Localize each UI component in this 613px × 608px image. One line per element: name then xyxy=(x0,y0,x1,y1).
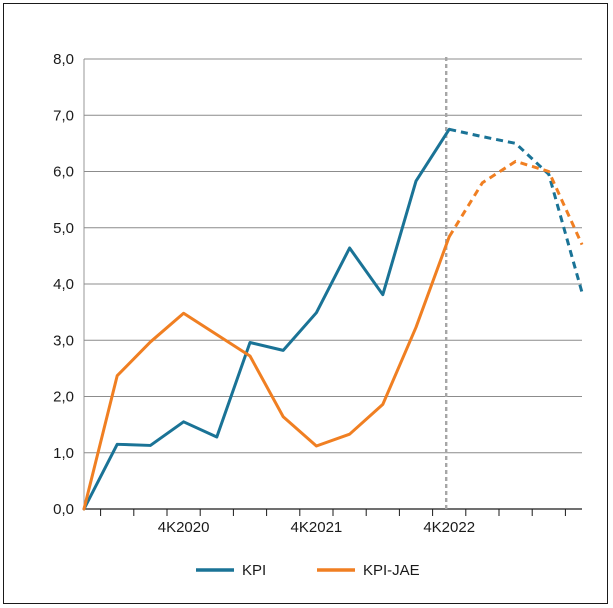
series-forecast-kpi xyxy=(448,127,584,293)
chart-frame xyxy=(3,3,608,604)
y-tick-label: 3,0 xyxy=(53,332,74,349)
y-axis-labels: 0,0 1,0 2,0 3,0 4,0 5,0 6,0 7,0 8,0 xyxy=(53,51,74,518)
y-tick-label: 5,0 xyxy=(53,220,74,237)
y-tick-label: 8,0 xyxy=(53,51,74,68)
series-lines xyxy=(82,127,584,511)
y-tick-label: 0,0 xyxy=(53,501,74,518)
legend: KPI KPI-JAE xyxy=(196,562,420,579)
x-axis-labels: 4K2020 4K2021 4K2022 xyxy=(158,519,475,536)
y-tick-label: 2,0 xyxy=(53,389,74,406)
x-tick-label: 4K2020 xyxy=(158,519,210,536)
legend-label: KPI xyxy=(242,562,266,579)
series-line-kpi-jae xyxy=(82,235,451,511)
x-axis-ticks xyxy=(100,509,566,516)
y-tick-label: 6,0 xyxy=(53,164,74,181)
y-tick-label: 4,0 xyxy=(53,276,74,293)
x-tick-label: 4K2022 xyxy=(423,519,475,536)
series-line-kpi xyxy=(82,127,451,511)
y-tick-label: 1,0 xyxy=(53,445,74,462)
x-tick-label: 4K2021 xyxy=(291,519,343,536)
legend-label: KPI-JAE xyxy=(363,562,420,579)
y-tick-label: 7,0 xyxy=(53,107,74,124)
series-forecast-kpi-jae xyxy=(447,159,584,246)
